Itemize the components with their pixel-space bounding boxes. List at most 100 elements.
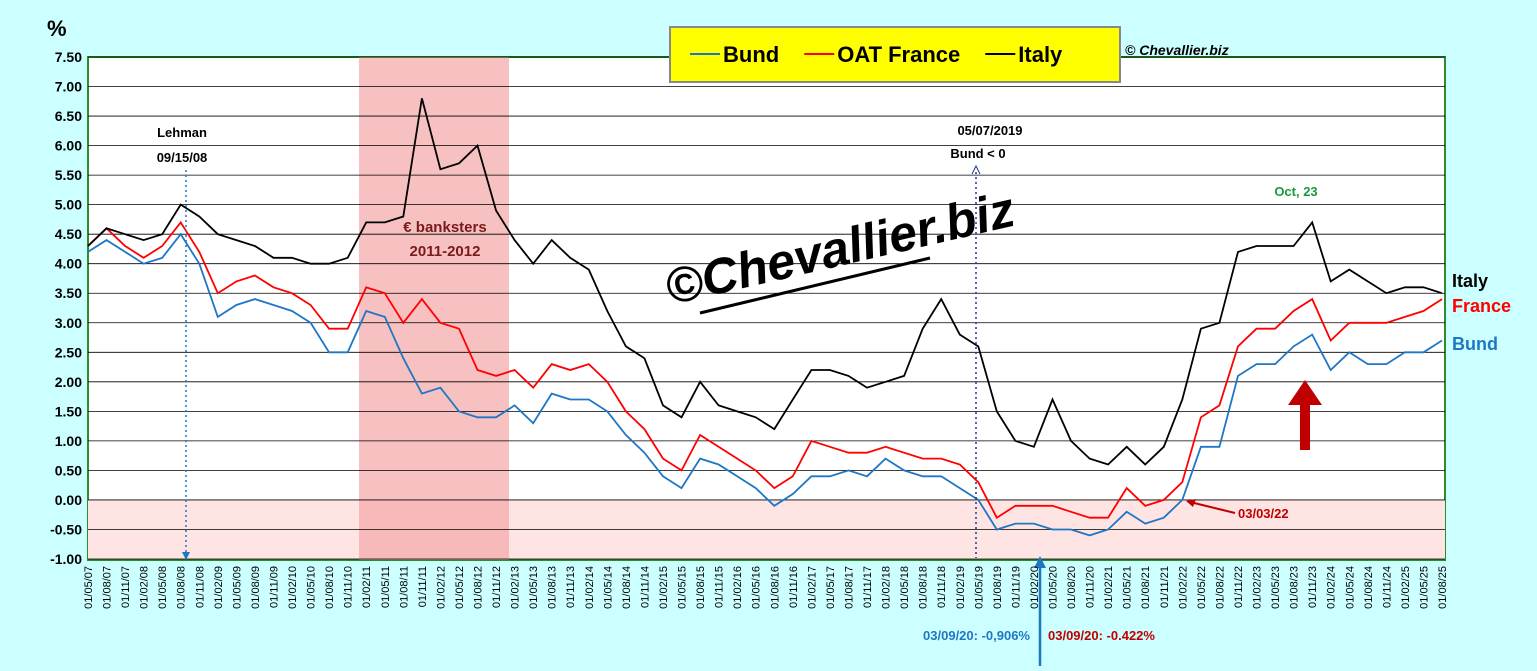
x-tick-label: 01/02/08 (139, 566, 151, 609)
y-tick-label: 6.00 (55, 138, 82, 154)
x-tick-label: 01/02/13 (510, 566, 522, 609)
x-tick-label: 01/05/07 (83, 566, 95, 609)
x-tick-label: 01/11/11 (417, 566, 429, 607)
x-tick-label: 01/02/11 (361, 566, 373, 608)
x-tick-label: 01/02/15 (658, 566, 670, 609)
annotation: Bund < 0 (950, 146, 1005, 161)
series-line (87, 232, 1443, 537)
x-tick-label: 01/11/12 (491, 566, 503, 608)
x-tick-label: 01/08/23 (1289, 566, 1301, 609)
x-tick-label: 01/11/16 (788, 566, 800, 608)
x-tick-label: 01/08/15 (695, 566, 707, 609)
x-tick-label: 01/05/10 (306, 566, 318, 609)
x-tick-label: 01/08/25 (1437, 566, 1449, 609)
x-tick-label: 01/02/22 (1177, 566, 1189, 609)
x-tick-label: 01/11/17 (862, 566, 874, 608)
y-tick-label: 4.00 (55, 256, 82, 272)
x-tick-label: 01/05/16 (751, 566, 763, 609)
x-tick-label: 01/08/22 (1214, 566, 1226, 609)
annotation: 03/03/22 (1238, 506, 1289, 521)
x-tick-label: 01/05/09 (231, 566, 243, 609)
legend-label: OAT France (837, 42, 960, 67)
y-tick-label: -0.50 (50, 521, 82, 537)
crisis-band (359, 57, 509, 560)
legend-label: Italy (1018, 42, 1063, 67)
x-tick-label: 01/05/14 (602, 566, 614, 609)
x-tick-label: 01/05/24 (1344, 566, 1356, 609)
x-tick-label: 01/05/17 (825, 566, 837, 609)
x-tick-label: 01/02/20 (1029, 566, 1041, 609)
end-label: Bund (1452, 334, 1498, 354)
x-tick-label: 01/02/16 (732, 566, 744, 609)
y-tick-label: 3.00 (55, 315, 82, 331)
series-line (87, 98, 1443, 466)
x-tick-label: 01/05/19 (973, 566, 985, 609)
x-tick-label: 01/11/24 (1381, 566, 1393, 608)
x-tick-label: 01/02/09 (213, 566, 225, 609)
y-tick-label: 7.00 (55, 79, 82, 95)
x-tick-label: 01/05/15 (677, 566, 689, 609)
annotation-arrow (1189, 501, 1236, 514)
x-tick-label: 01/08/19 (992, 566, 1004, 609)
legend-label: Bund (723, 42, 779, 67)
end-label: France (1452, 296, 1511, 316)
x-tick-label: 01/05/23 (1270, 566, 1282, 609)
y-tick-label: 4.50 (55, 226, 82, 242)
y-tick-label: 3.50 (55, 285, 82, 301)
x-tick-label: 01/08/13 (547, 566, 559, 609)
x-tick-label: 01/08/11 (398, 566, 410, 608)
x-tick-label: 01/08/09 (250, 566, 262, 609)
y-tick-label: 2.50 (55, 344, 82, 360)
y-tick-label: 1.50 (55, 403, 82, 419)
annotation: Oct, 23 (1274, 184, 1317, 199)
annotation: 09/15/08 (157, 150, 208, 165)
arrow-head (182, 552, 190, 560)
y-tick-label: 6.50 (55, 108, 82, 124)
x-tick-label: 01/11/14 (639, 566, 651, 608)
x-tick-label: 01/05/22 (1196, 566, 1208, 609)
y-tick-label: -1.00 (50, 551, 82, 567)
x-tick-label: 01/08/12 (473, 566, 485, 609)
copyright: © Chevallier.biz (1125, 42, 1229, 58)
y-tick-label: 7.50 (55, 49, 82, 65)
x-tick-label: 01/11/18 (936, 566, 948, 608)
x-tick-label: 01/08/20 (1066, 566, 1078, 609)
x-tick-label: 01/02/14 (584, 566, 596, 609)
x-tick-label: 01/11/08 (194, 566, 206, 608)
x-tick-label: 01/02/10 (287, 566, 299, 609)
x-tick-label: 01/11/21 (1159, 566, 1171, 608)
y-tick-label: 2.00 (55, 374, 82, 390)
annotation: Lehman (157, 125, 207, 140)
x-tick-label: 01/02/25 (1400, 566, 1412, 609)
annotation: 05/07/2019 (957, 123, 1022, 138)
x-tick-label: 01/11/19 (1010, 566, 1022, 608)
x-tick-label: 01/08/16 (769, 566, 781, 609)
legend (669, 26, 1121, 83)
series-line (87, 220, 1443, 519)
x-tick-label: 01/05/08 (157, 566, 169, 609)
x-tick-label: 01/02/24 (1326, 566, 1338, 609)
x-tick-label: 01/05/18 (899, 566, 911, 609)
y-tick-label: 0.50 (55, 462, 82, 478)
x-tick-label: 01/11/20 (1085, 566, 1097, 608)
x-tick-label: 01/08/14 (621, 566, 633, 609)
annotation: € banksters (403, 219, 486, 236)
x-tick-label: 01/11/09 (268, 566, 280, 608)
x-tick-label: 01/08/21 (1140, 566, 1152, 609)
arrow-head (1186, 499, 1196, 507)
x-tick-label: 01/05/13 (528, 566, 540, 609)
x-tick-label: 01/02/18 (881, 566, 893, 609)
annotation: 2011-2012 (410, 243, 481, 260)
x-tick-label: 01/11/07 (120, 566, 132, 608)
x-tick-label: 01/08/07 (102, 566, 114, 609)
plot-area (87, 56, 1446, 561)
watermark-underline (699, 256, 931, 315)
x-tick-label: 01/02/21 (1103, 566, 1115, 609)
annotation: 03/09/20: -0,906% (923, 628, 1030, 643)
x-tick-label: 01/02/17 (806, 566, 818, 609)
x-tick-label: 01/05/21 (1122, 566, 1134, 609)
x-tick-label: 01/11/22 (1233, 566, 1245, 608)
x-tick-label: 01/08/17 (843, 566, 855, 609)
